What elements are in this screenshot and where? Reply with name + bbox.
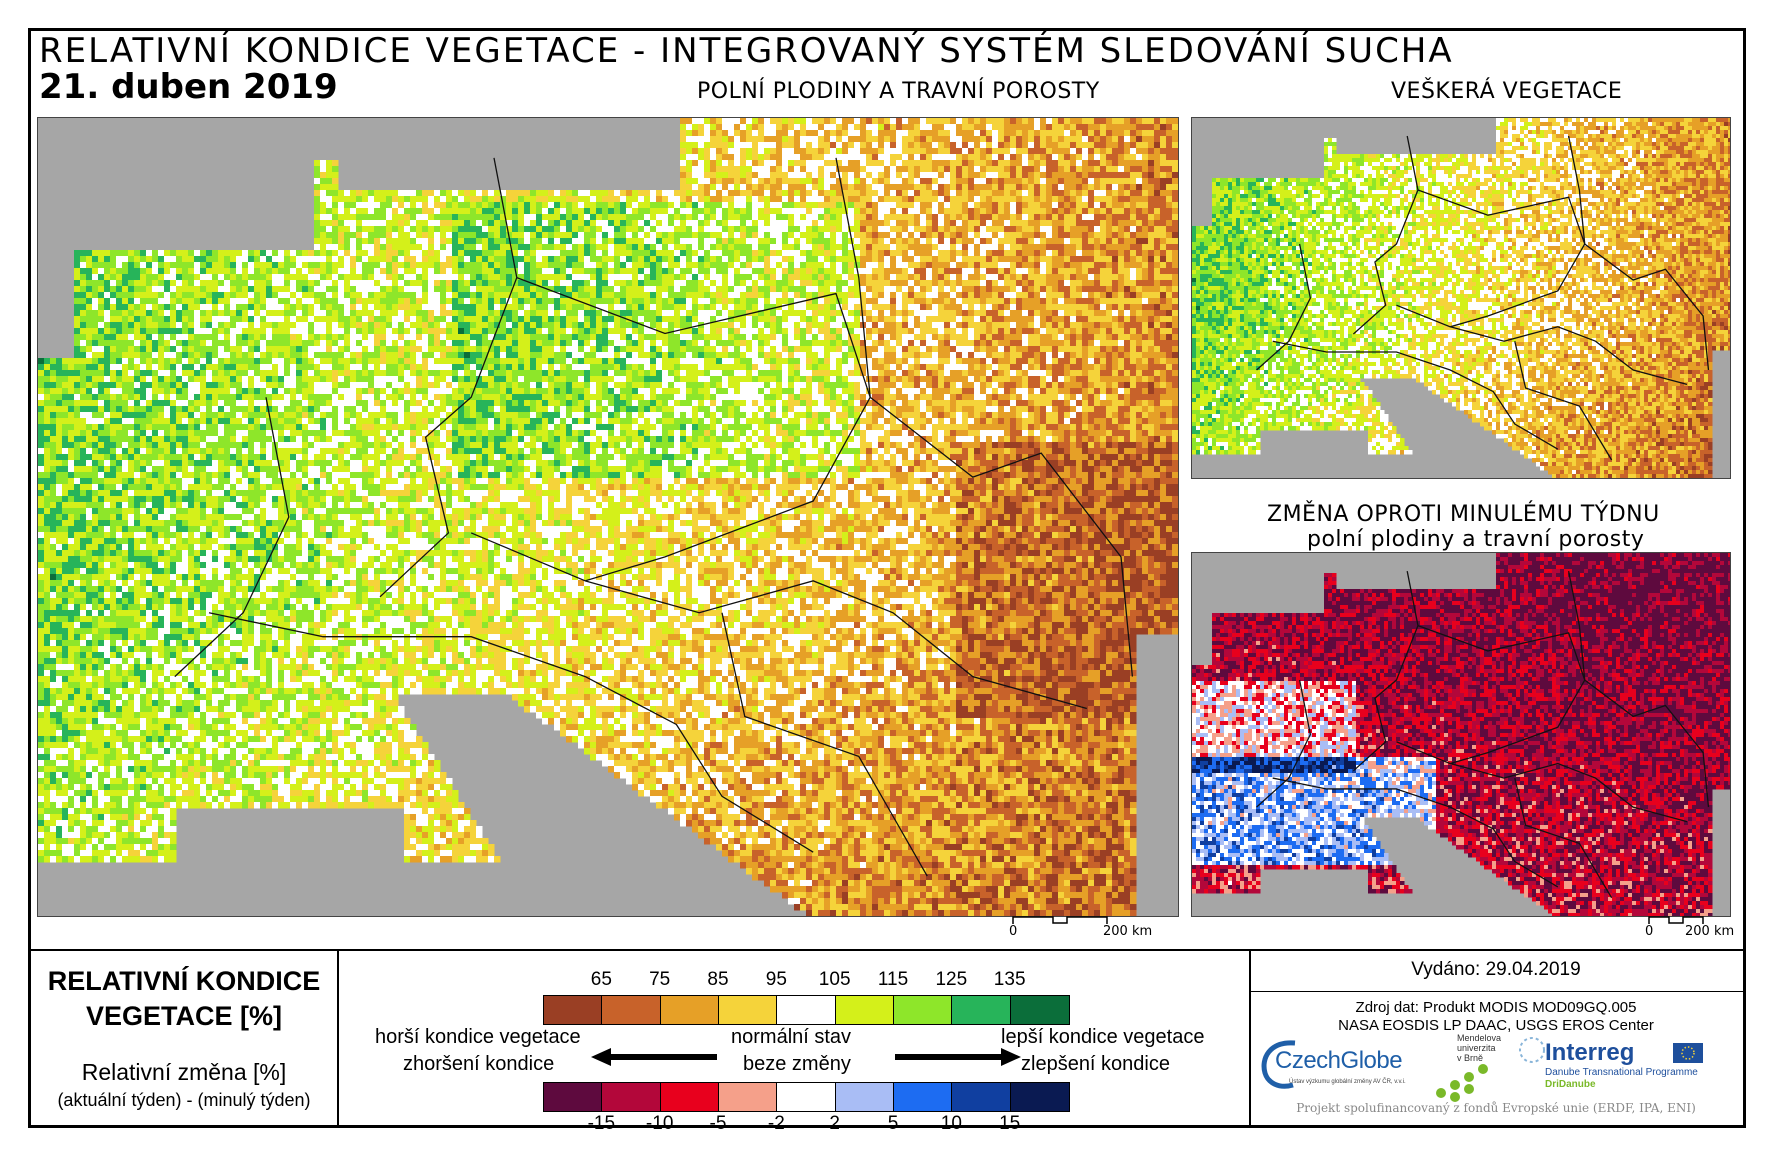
condition-tick-label: 75 bbox=[649, 969, 670, 991]
report-frame: RELATIVNÍ KONDICE VEGETACE - INTEGROVANÝ… bbox=[28, 28, 1746, 1128]
improving-label: zlepšení kondice bbox=[1021, 1053, 1170, 1076]
data-source-line1: Zdroj dat: Produkt MODIS MOD09GQ.005 bbox=[1249, 999, 1743, 1016]
change-swatch bbox=[777, 1083, 835, 1111]
change-tick-label: -15 bbox=[588, 1113, 615, 1135]
czechglobe-text: CzechGlobe bbox=[1275, 1047, 1402, 1075]
condition-tick-label: 85 bbox=[707, 969, 728, 991]
condition-tick-label: 115 bbox=[878, 969, 908, 991]
condition-tick-label: 65 bbox=[591, 969, 612, 991]
change-map-title: ZMĚNA OPROTI MINULÉMU TÝDNU bbox=[1267, 502, 1660, 527]
change-tick-label: 10 bbox=[941, 1113, 962, 1135]
legend-title-line2: VEGETACE [%] bbox=[31, 1001, 337, 1032]
all-vegetation-map-title: VEŠKERÁ VEGETACE bbox=[1391, 79, 1622, 104]
czechglobe-logo: CzechGlobe Ústav výzkumu globální změny … bbox=[1259, 1035, 1419, 1095]
eu-flag-icon bbox=[1673, 1043, 1703, 1063]
better-label: lepší kondice vegetace bbox=[1001, 1026, 1204, 1049]
change-swatch bbox=[894, 1083, 952, 1111]
report-date: 21. duben 2019 bbox=[39, 67, 338, 107]
change-swatch bbox=[661, 1083, 719, 1111]
condition-tick-label: 125 bbox=[935, 969, 967, 991]
all-vegetation-map-canvas bbox=[1192, 118, 1730, 478]
worsening-label: zhoršení kondice bbox=[403, 1053, 554, 1076]
report-title: RELATIVNÍ KONDICE VEGETACE - INTEGROVANÝ… bbox=[39, 31, 1454, 71]
interreg-subtext: Danube Transnational Programme bbox=[1545, 1067, 1698, 1078]
change-swatch bbox=[952, 1083, 1010, 1111]
main-scale-zero: 0 bbox=[1009, 924, 1017, 939]
interreg-text: Interreg bbox=[1545, 1039, 1634, 1067]
condition-swatch bbox=[836, 996, 894, 1024]
change-map[interactable] bbox=[1191, 552, 1731, 917]
main-scale-label: 200 km bbox=[1103, 924, 1152, 939]
issued-date: Vydáno: 29.04.2019 bbox=[1249, 959, 1743, 981]
change-legend-title: Relativní změna [%] bbox=[31, 1059, 337, 1086]
change-map-canvas bbox=[1192, 553, 1730, 916]
main-scale-bar bbox=[1011, 915, 1111, 925]
condition-tick-label: 105 bbox=[819, 969, 851, 991]
info-separator bbox=[1249, 991, 1743, 992]
dridanube-text: DriDanube bbox=[1545, 1079, 1596, 1090]
condition-swatch bbox=[952, 996, 1010, 1024]
mendelu-text-1: Mendelova bbox=[1457, 1033, 1501, 1043]
condition-swatch bbox=[719, 996, 777, 1024]
worse-label: horší kondice vegetace bbox=[375, 1026, 581, 1049]
change-tick-label: 15 bbox=[999, 1113, 1020, 1135]
change-tick-label: -10 bbox=[646, 1113, 673, 1135]
data-source-line2: NASA EOSDIS LP DAAC, USGS EROS Center bbox=[1249, 1017, 1743, 1034]
change-legend-formula: (aktuální týden) - (minulý týden) bbox=[31, 1090, 337, 1111]
change-colorbar bbox=[543, 1082, 1070, 1112]
czechglobe-subtext: Ústav výzkumu globální změny AV ČR, v.v.… bbox=[1289, 1079, 1406, 1085]
change-scale-label: 200 km bbox=[1685, 924, 1734, 939]
change-tick-label: 5 bbox=[888, 1113, 899, 1135]
condition-tick-label: 135 bbox=[994, 969, 1026, 991]
main-map-canvas bbox=[38, 118, 1178, 916]
change-scale-zero: 0 bbox=[1645, 924, 1653, 939]
change-swatch bbox=[719, 1083, 777, 1111]
interreg-star-icon bbox=[1517, 1035, 1547, 1065]
legend-title-line1: RELATIVNÍ KONDICE bbox=[31, 966, 337, 997]
mendelu-text-2: univerzita bbox=[1457, 1043, 1501, 1053]
legend-divider-left bbox=[337, 949, 339, 1125]
change-swatch bbox=[1011, 1083, 1069, 1111]
change-scale-bar bbox=[1647, 915, 1717, 925]
condition-swatch bbox=[544, 996, 602, 1024]
condition-tick-label: 95 bbox=[766, 969, 787, 991]
condition-swatch bbox=[894, 996, 952, 1024]
eu-funding-footer: Projekt spolufinancovaný z fondů Evropsk… bbox=[1249, 1101, 1743, 1115]
all-vegetation-map[interactable] bbox=[1191, 117, 1731, 479]
change-tick-label: 2 bbox=[829, 1113, 840, 1135]
condition-swatch bbox=[777, 996, 835, 1024]
main-map[interactable] bbox=[37, 117, 1179, 917]
condition-swatch bbox=[1011, 996, 1069, 1024]
condition-swatch bbox=[602, 996, 660, 1024]
interreg-logo: Interreg Danube Transnational Programme … bbox=[1517, 1035, 1737, 1095]
mendelu-text-3: v Brně bbox=[1457, 1053, 1501, 1063]
change-swatch bbox=[836, 1083, 894, 1111]
main-map-title: POLNÍ PLODINY A TRAVNÍ POROSTY bbox=[697, 79, 1100, 104]
change-map-subtitle: polní plodiny a travní porosty bbox=[1307, 527, 1644, 552]
mendelu-dots-icon bbox=[1431, 1063, 1491, 1103]
nochange-label: beze změny bbox=[743, 1053, 851, 1076]
change-tick-label: -5 bbox=[710, 1113, 727, 1135]
legend-separator bbox=[31, 949, 1743, 951]
condition-colorbar bbox=[543, 995, 1070, 1025]
change-tick-label: -2 bbox=[768, 1113, 785, 1135]
condition-swatch bbox=[661, 996, 719, 1024]
mendelu-logo: Mendelova univerzita v Brně bbox=[1431, 1033, 1505, 1099]
change-swatch bbox=[602, 1083, 660, 1111]
change-swatch bbox=[544, 1083, 602, 1111]
